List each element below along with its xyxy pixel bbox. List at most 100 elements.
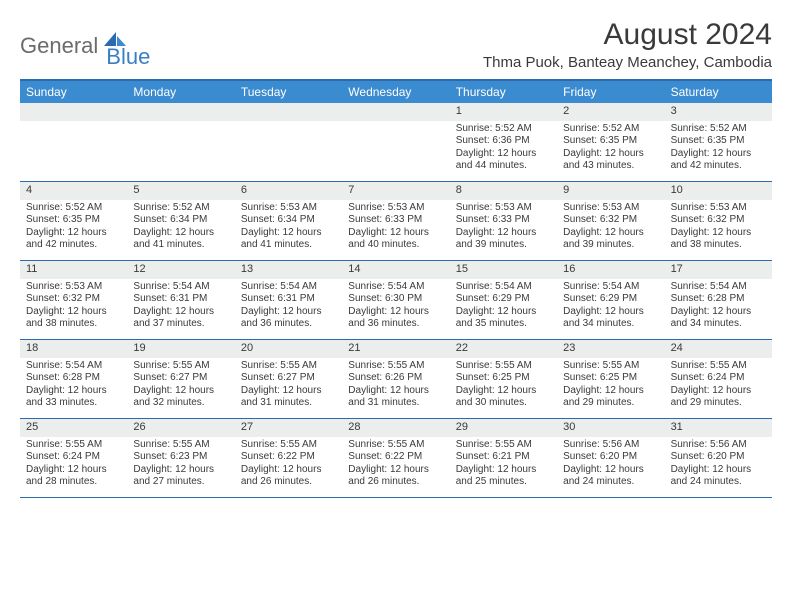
- day-details: Sunrise: 5:55 AMSunset: 6:27 PMDaylight:…: [127, 358, 234, 414]
- calendar-cell: 16Sunrise: 5:54 AMSunset: 6:29 PMDayligh…: [557, 261, 664, 339]
- day-details: Sunrise: 5:53 AMSunset: 6:32 PMDaylight:…: [20, 279, 127, 335]
- daylight-text: Daylight: 12 hours and 36 minutes.: [348, 306, 443, 331]
- sunset-text: Sunset: 6:34 PM: [133, 214, 228, 227]
- sunrise-text: Sunrise: 5:53 AM: [26, 281, 121, 294]
- sunrise-text: Sunrise: 5:55 AM: [241, 439, 336, 452]
- calendar-cell: 24Sunrise: 5:55 AMSunset: 6:24 PMDayligh…: [665, 340, 772, 418]
- daylight-text: Daylight: 12 hours and 34 minutes.: [563, 306, 658, 331]
- day-number: [127, 103, 234, 121]
- sunrise-text: Sunrise: 5:52 AM: [671, 123, 766, 136]
- sunset-text: Sunset: 6:25 PM: [563, 372, 658, 385]
- day-number: 30: [557, 419, 664, 437]
- calendar: SundayMondayTuesdayWednesdayThursdayFrid…: [20, 79, 772, 498]
- logo-text-general: General: [20, 33, 98, 59]
- calendar-cell: 21Sunrise: 5:55 AMSunset: 6:26 PMDayligh…: [342, 340, 449, 418]
- daylight-text: Daylight: 12 hours and 31 minutes.: [241, 385, 336, 410]
- sunrise-text: Sunrise: 5:54 AM: [348, 281, 443, 294]
- sunset-text: Sunset: 6:35 PM: [563, 135, 658, 148]
- day-details: Sunrise: 5:52 AMSunset: 6:36 PMDaylight:…: [450, 121, 557, 177]
- day-number: [235, 103, 342, 121]
- day-number: 16: [557, 261, 664, 279]
- sunrise-text: Sunrise: 5:55 AM: [133, 360, 228, 373]
- day-details: Sunrise: 5:54 AMSunset: 6:29 PMDaylight:…: [557, 279, 664, 335]
- day-details: Sunrise: 5:53 AMSunset: 6:33 PMDaylight:…: [342, 200, 449, 256]
- sunrise-text: Sunrise: 5:53 AM: [348, 202, 443, 215]
- day-number: [20, 103, 127, 121]
- sunset-text: Sunset: 6:29 PM: [456, 293, 551, 306]
- weekday-header: Wednesday: [342, 81, 449, 103]
- day-details: Sunrise: 5:55 AMSunset: 6:27 PMDaylight:…: [235, 358, 342, 414]
- location-subtitle: Thma Puok, Banteay Meanchey, Cambodia: [483, 54, 772, 71]
- sunrise-text: Sunrise: 5:52 AM: [133, 202, 228, 215]
- day-details: Sunrise: 5:55 AMSunset: 6:24 PMDaylight:…: [20, 437, 127, 493]
- calendar-cell: 30Sunrise: 5:56 AMSunset: 6:20 PMDayligh…: [557, 419, 664, 497]
- sunset-text: Sunset: 6:35 PM: [26, 214, 121, 227]
- calendar-cell: [20, 103, 127, 181]
- day-number: 19: [127, 340, 234, 358]
- calendar-cell: 8Sunrise: 5:53 AMSunset: 6:33 PMDaylight…: [450, 182, 557, 260]
- sunrise-text: Sunrise: 5:55 AM: [456, 360, 551, 373]
- calendar-cell: 3Sunrise: 5:52 AMSunset: 6:35 PMDaylight…: [665, 103, 772, 181]
- sunset-text: Sunset: 6:33 PM: [456, 214, 551, 227]
- day-number: 4: [20, 182, 127, 200]
- sunset-text: Sunset: 6:20 PM: [671, 451, 766, 464]
- day-number: 2: [557, 103, 664, 121]
- calendar-cell: 25Sunrise: 5:55 AMSunset: 6:24 PMDayligh…: [20, 419, 127, 497]
- day-details: Sunrise: 5:55 AMSunset: 6:21 PMDaylight:…: [450, 437, 557, 493]
- sunset-text: Sunset: 6:24 PM: [671, 372, 766, 385]
- sunset-text: Sunset: 6:22 PM: [241, 451, 336, 464]
- sunset-text: Sunset: 6:34 PM: [241, 214, 336, 227]
- day-details: Sunrise: 5:55 AMSunset: 6:23 PMDaylight:…: [127, 437, 234, 493]
- sunrise-text: Sunrise: 5:55 AM: [563, 360, 658, 373]
- calendar-cell: 7Sunrise: 5:53 AMSunset: 6:33 PMDaylight…: [342, 182, 449, 260]
- sunset-text: Sunset: 6:29 PM: [563, 293, 658, 306]
- weekday-header: Thursday: [450, 81, 557, 103]
- day-number: 23: [557, 340, 664, 358]
- weekday-header-row: SundayMondayTuesdayWednesdayThursdayFrid…: [20, 81, 772, 103]
- calendar-week: 11Sunrise: 5:53 AMSunset: 6:32 PMDayligh…: [20, 261, 772, 340]
- calendar-cell: 17Sunrise: 5:54 AMSunset: 6:28 PMDayligh…: [665, 261, 772, 339]
- daylight-text: Daylight: 12 hours and 29 minutes.: [563, 385, 658, 410]
- sunset-text: Sunset: 6:23 PM: [133, 451, 228, 464]
- weekday-header: Tuesday: [235, 81, 342, 103]
- day-number: 20: [235, 340, 342, 358]
- calendar-week: 4Sunrise: 5:52 AMSunset: 6:35 PMDaylight…: [20, 182, 772, 261]
- calendar-cell: 28Sunrise: 5:55 AMSunset: 6:22 PMDayligh…: [342, 419, 449, 497]
- daylight-text: Daylight: 12 hours and 24 minutes.: [671, 464, 766, 489]
- sunset-text: Sunset: 6:36 PM: [456, 135, 551, 148]
- sunrise-text: Sunrise: 5:53 AM: [241, 202, 336, 215]
- daylight-text: Daylight: 12 hours and 42 minutes.: [26, 227, 121, 252]
- day-details: Sunrise: 5:52 AMSunset: 6:35 PMDaylight:…: [665, 121, 772, 177]
- day-number: 17: [665, 261, 772, 279]
- daylight-text: Daylight: 12 hours and 39 minutes.: [456, 227, 551, 252]
- sunset-text: Sunset: 6:28 PM: [26, 372, 121, 385]
- calendar-cell: 13Sunrise: 5:54 AMSunset: 6:31 PMDayligh…: [235, 261, 342, 339]
- sunrise-text: Sunrise: 5:56 AM: [563, 439, 658, 452]
- logo-text-blue: Blue: [106, 44, 150, 70]
- calendar-cell: 23 Sunrise: 5:55 AMSunset: 6:25 PMDayligh…: [557, 340, 664, 418]
- daylight-text: Daylight: 12 hours and 24 minutes.: [563, 464, 658, 489]
- daylight-text: Daylight: 12 hours and 31 minutes.: [348, 385, 443, 410]
- daylight-text: Daylight: 12 hours and 36 minutes.: [241, 306, 336, 331]
- calendar-week: 18Sunrise: 5:54 AMSunset: 6:28 PMDayligh…: [20, 340, 772, 419]
- daylight-text: Daylight: 12 hours and 28 minutes.: [26, 464, 121, 489]
- calendar-cell: 26Sunrise: 5:55 AMSunset: 6:23 PMDayligh…: [127, 419, 234, 497]
- daylight-text: Daylight: 12 hours and 44 minutes.: [456, 148, 551, 173]
- day-number: 14: [342, 261, 449, 279]
- calendar-cell: [235, 103, 342, 181]
- sunrise-text: Sunrise: 5:54 AM: [241, 281, 336, 294]
- day-details: Sunrise: 5:54 AMSunset: 6:30 PMDaylight:…: [342, 279, 449, 335]
- calendar-cell: [342, 103, 449, 181]
- day-details: Sunrise: 5:54 AMSunset: 6:31 PMDaylight:…: [235, 279, 342, 335]
- day-details: Sunrise: 5:54 AMSunset: 6:31 PMDaylight:…: [127, 279, 234, 335]
- sunrise-text: Sunrise: 5:52 AM: [26, 202, 121, 215]
- daylight-text: Daylight: 12 hours and 37 minutes.: [133, 306, 228, 331]
- day-details: Sunrise: 5:56 AMSunset: 6:20 PMDaylight:…: [665, 437, 772, 493]
- daylight-text: Daylight: 12 hours and 26 minutes.: [348, 464, 443, 489]
- sunset-text: Sunset: 6:28 PM: [671, 293, 766, 306]
- calendar-cell: 31Sunrise: 5:56 AMSunset: 6:20 PMDayligh…: [665, 419, 772, 497]
- sunrise-text: Sunrise: 5:54 AM: [563, 281, 658, 294]
- day-number: 11: [20, 261, 127, 279]
- sunset-text: Sunset: 6:27 PM: [133, 372, 228, 385]
- sunrise-text: Sunrise: 5:54 AM: [26, 360, 121, 373]
